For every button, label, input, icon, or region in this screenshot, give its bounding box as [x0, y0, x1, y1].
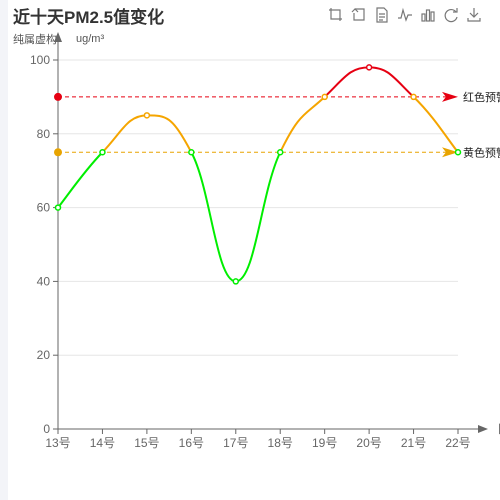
- data-point: [365, 64, 373, 71]
- data-point: [54, 204, 62, 211]
- markline-start-dot: [54, 92, 62, 101]
- data-point: [410, 93, 417, 101]
- markline-arrow: [442, 147, 458, 158]
- x-tick-label: 14号: [90, 436, 115, 450]
- restore-icon[interactable]: [441, 5, 461, 25]
- mark-lines: 红色预警黄色预警: [54, 90, 500, 159]
- series-line: [57, 66, 459, 283]
- series-segment: [190, 151, 237, 283]
- data-point: [276, 149, 284, 156]
- axes: 0 20 40 60 80 100 ug/m³ 日期 13号 14号 15号 16号 17号 18号 19号…: [30, 32, 500, 450]
- save-image-icon[interactable]: [464, 5, 484, 25]
- x-tick-label: 17号: [223, 436, 248, 450]
- x-tick-label: 19号: [312, 436, 337, 450]
- x-tick-label: 16号: [179, 436, 204, 450]
- data-points: [54, 64, 462, 285]
- y-axis-arrow: [54, 32, 62, 42]
- y-tick-label: 80: [37, 127, 51, 141]
- markline-start-dot: [54, 148, 62, 157]
- series-segment: [279, 96, 326, 153]
- data-point: [99, 149, 106, 156]
- grid-lines: [58, 59, 458, 356]
- data-point: [454, 149, 462, 156]
- series-segment: [57, 151, 104, 209]
- x-tick-label: 13号: [45, 436, 70, 450]
- chart-toolbox: [326, 4, 484, 26]
- x-tick-label: 18号: [268, 436, 293, 450]
- markline-label: 黄色预警: [463, 145, 500, 159]
- x-axis-label: 日期: [497, 422, 500, 436]
- markline-arrow: [442, 91, 458, 102]
- y-tick-label: 0: [43, 422, 50, 436]
- series-segment: [369, 66, 415, 98]
- line-chart-icon[interactable]: [395, 5, 415, 25]
- markline-label: 红色预警: [463, 90, 500, 104]
- data-point: [321, 93, 328, 101]
- x-tick-label: 20号: [356, 436, 381, 450]
- x-tick-label: 22号: [445, 436, 470, 450]
- chart-title: 近十天PM2.5值变化: [13, 8, 165, 27]
- series-segment: [101, 114, 147, 153]
- y-tick-label: 60: [37, 201, 51, 215]
- chart-subtitle: 纯属虚构: [13, 34, 57, 46]
- series-segment: [146, 114, 193, 153]
- data-view-icon[interactable]: [372, 5, 392, 25]
- data-point: [143, 112, 151, 119]
- x-tick-label: 21号: [401, 436, 426, 450]
- series-segment: [323, 66, 370, 98]
- bar-chart-icon[interactable]: [418, 5, 438, 25]
- zoom-reset-icon[interactable]: [349, 5, 369, 25]
- y-tick-label: 20: [37, 348, 51, 362]
- series-segment: [412, 96, 459, 153]
- data-point: [232, 278, 240, 285]
- data-point: [188, 149, 195, 156]
- series-segment: [235, 151, 282, 283]
- y-tick-label: 100: [30, 53, 50, 67]
- zoom-icon[interactable]: [326, 5, 346, 25]
- y-axis-label: ug/m³: [76, 33, 104, 45]
- x-tick-label: 15号: [134, 436, 159, 450]
- x-axis-arrow: [478, 425, 488, 433]
- y-tick-label: 40: [37, 274, 51, 288]
- left-gutter: [0, 0, 8, 500]
